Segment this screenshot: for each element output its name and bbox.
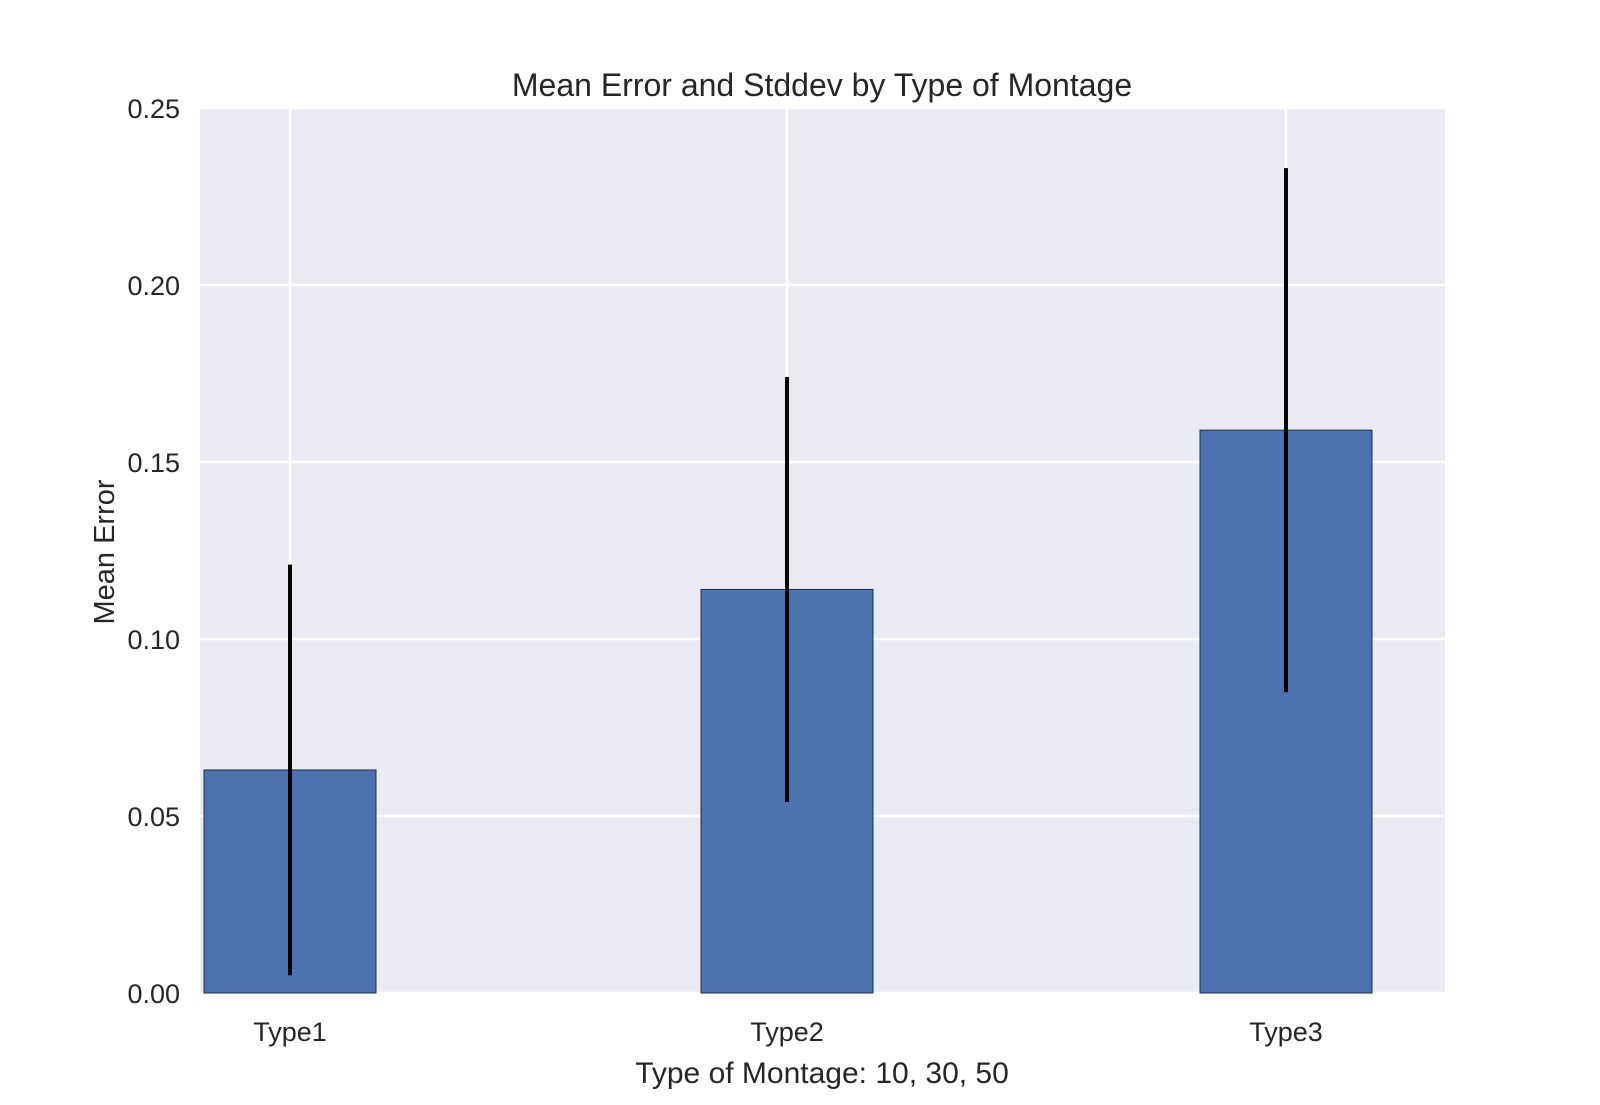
x-tick-labels: Type1 Type2 Type3 — [253, 1017, 1323, 1047]
error-bars — [288, 168, 1288, 976]
y-tick-label: 0.00 — [127, 979, 180, 1009]
y-tick-labels: 0.00 0.05 0.10 0.15 0.20 0.25 — [127, 94, 180, 1009]
x-axis-label: Type of Montage: 10, 30, 50 — [635, 1057, 1009, 1090]
x-tick-label: Type1 — [253, 1017, 327, 1047]
x-tick-label: Type2 — [750, 1017, 824, 1047]
y-tick-label: 0.05 — [127, 802, 180, 832]
y-tick-label: 0.15 — [127, 448, 180, 478]
y-tick-label: 0.10 — [127, 625, 180, 655]
y-axis-label: Mean Error — [89, 479, 121, 624]
x-tick-label: Type3 — [1249, 1017, 1323, 1047]
y-tick-label: 0.20 — [127, 271, 180, 301]
y-tick-label: 0.25 — [127, 94, 180, 124]
chart-title: Mean Error and Stddev by Type of Montage — [512, 67, 1132, 103]
